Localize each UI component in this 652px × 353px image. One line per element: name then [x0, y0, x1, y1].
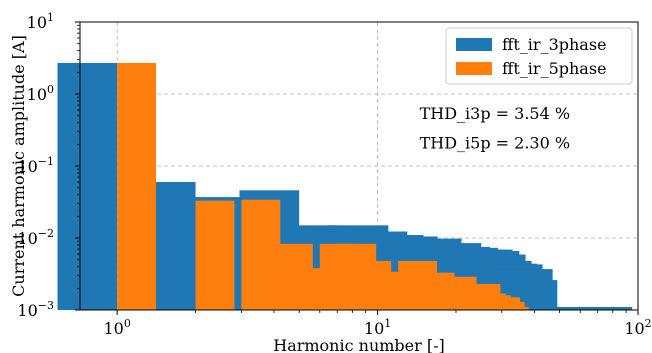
legend-swatch-3phase — [456, 38, 492, 51]
bar-fft_ir_3phase-h1 — [57, 62, 118, 311]
bar-fft_ir_5phase-h27 — [489, 307, 529, 310]
bar-fft_ir_5phase-h2 — [195, 200, 235, 310]
bar-fft_ir_5phase-h3 — [241, 199, 281, 310]
legend-box — [445, 27, 633, 85]
bar-fft_ir_5phase-h1 — [117, 62, 157, 311]
y-tick-label: 100 — [27, 83, 54, 104]
x-tick-label: 101 — [364, 317, 391, 338]
legend: fft_ir_3phase fft_ir_5phase — [445, 27, 633, 85]
legend-label-5phase: fft_ir_5phase — [502, 59, 607, 78]
thd-3phase-annotation: THD_i3p = 3.54 % — [420, 104, 570, 123]
annotations: THD_i3p = 3.54 % THD_i5p = 2.30 % — [420, 104, 570, 153]
x-tick-label: 100 — [103, 317, 130, 338]
y-tick-label: 101 — [27, 11, 54, 32]
legend-swatch-5phase — [456, 62, 492, 75]
y-tick-label: 10−3 — [17, 299, 54, 320]
x-tick-label: 102 — [624, 317, 651, 338]
bar-fft_ir_5phase-h26 — [485, 301, 525, 310]
bars — [57, 62, 633, 311]
bar-fft_ir_3phase-h95 — [572, 307, 633, 310]
legend-label-3phase: fft_ir_3phase — [502, 35, 607, 54]
y-axis-label: Current harmonic amplitude [A] — [9, 35, 28, 297]
x-axis-label: Harmonic number [-] — [273, 336, 445, 353]
thd-5phase-annotation: THD_i5p = 2.30 % — [420, 134, 570, 153]
